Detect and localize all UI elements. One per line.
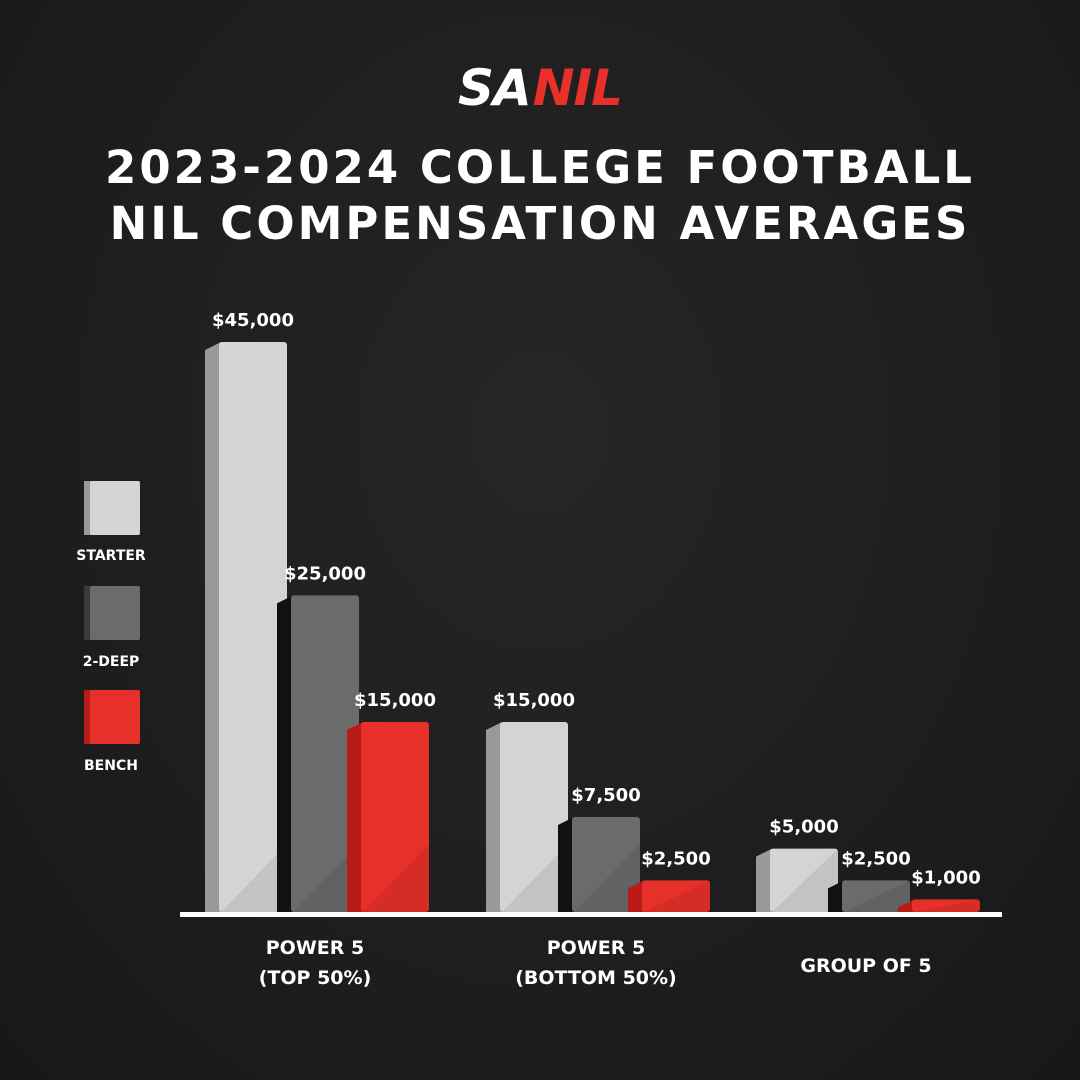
category-label: POWER 5 bbox=[547, 937, 645, 959]
bar-front-face bbox=[291, 595, 359, 912]
category-label: (TOP 50%) bbox=[259, 967, 372, 989]
bar-bench-1 bbox=[347, 722, 429, 912]
bar-side-face bbox=[628, 880, 644, 912]
category-label: POWER 5 bbox=[266, 937, 364, 959]
bar-shade bbox=[644, 880, 710, 912]
legend-swatch-face bbox=[90, 481, 140, 535]
bar-shade bbox=[293, 844, 359, 912]
bar-shade bbox=[772, 848, 838, 912]
bar-bench-2 bbox=[628, 880, 710, 912]
value-label: $15,000 bbox=[493, 690, 575, 711]
value-label: $15,000 bbox=[354, 690, 436, 711]
bar-starter-3 bbox=[756, 848, 838, 912]
value-label: $1,000 bbox=[911, 867, 980, 888]
logo-sa: SA bbox=[457, 59, 532, 117]
legend-swatch-side bbox=[84, 586, 94, 640]
bar-shade bbox=[914, 899, 980, 912]
bar-front-face bbox=[500, 722, 568, 912]
bar-starter-2 bbox=[486, 722, 568, 912]
bar-side-face bbox=[756, 848, 772, 912]
bar-side-face bbox=[558, 817, 574, 912]
title-line-1: 2023-2024 COLLEGE FOOTBALL bbox=[105, 141, 975, 194]
bar-shade bbox=[502, 844, 568, 912]
bar-2-deep-2 bbox=[558, 817, 640, 912]
value-label: $45,000 bbox=[212, 310, 294, 331]
bar-bench-3 bbox=[898, 899, 980, 912]
x-axis-line bbox=[180, 912, 1002, 917]
value-label: $25,000 bbox=[284, 563, 366, 584]
bar-front-face bbox=[219, 342, 287, 912]
legend-label: 2-DEEP bbox=[83, 654, 140, 670]
bar-side-face bbox=[898, 899, 914, 912]
bar-front-face bbox=[842, 880, 910, 912]
bar-shade bbox=[844, 880, 910, 912]
legend-swatch-face bbox=[90, 586, 140, 640]
chart-title: 2023-2024 COLLEGE FOOTBALL NIL COMPENSAT… bbox=[0, 140, 1080, 252]
legend-swatch-side bbox=[84, 690, 94, 744]
legend-swatch-2-deep bbox=[84, 586, 140, 640]
legend-label: STARTER bbox=[76, 548, 146, 564]
bar-front-face bbox=[770, 848, 838, 912]
title-line-2: NIL COMPENSATION AVERAGES bbox=[109, 197, 971, 250]
bar-starter-1 bbox=[205, 342, 287, 912]
bar-2-deep-3 bbox=[828, 880, 910, 912]
bar-shade bbox=[363, 844, 429, 912]
bar-side-face bbox=[828, 880, 844, 912]
bar-front-face bbox=[361, 722, 429, 912]
category-label: (BOTTOM 50%) bbox=[515, 967, 677, 989]
bar-shade bbox=[574, 844, 640, 912]
legend-swatch-side bbox=[84, 481, 94, 535]
legend-swatch-bench bbox=[84, 690, 140, 744]
bar-front-face bbox=[642, 880, 710, 912]
bar-side-face bbox=[486, 722, 502, 912]
value-label: $5,000 bbox=[769, 817, 838, 838]
bar-front-face bbox=[912, 899, 980, 912]
sanil-logo: SANIL bbox=[0, 58, 1080, 118]
value-label: $2,500 bbox=[841, 848, 910, 869]
value-label: $7,500 bbox=[571, 785, 640, 806]
bar-front-face bbox=[572, 817, 640, 912]
category-label: GROUP OF 5 bbox=[800, 955, 931, 977]
logo-nil: NIL bbox=[532, 59, 623, 117]
bar-shade bbox=[221, 844, 287, 912]
value-label: $2,500 bbox=[641, 848, 710, 869]
legend-swatch-face bbox=[90, 690, 140, 744]
bar-side-face bbox=[277, 595, 293, 912]
bar-2-deep-1 bbox=[277, 595, 359, 912]
bar-side-face bbox=[347, 722, 363, 912]
legend-swatch-starter bbox=[84, 481, 140, 535]
legend-label: BENCH bbox=[84, 758, 138, 774]
bar-side-face bbox=[205, 342, 221, 912]
